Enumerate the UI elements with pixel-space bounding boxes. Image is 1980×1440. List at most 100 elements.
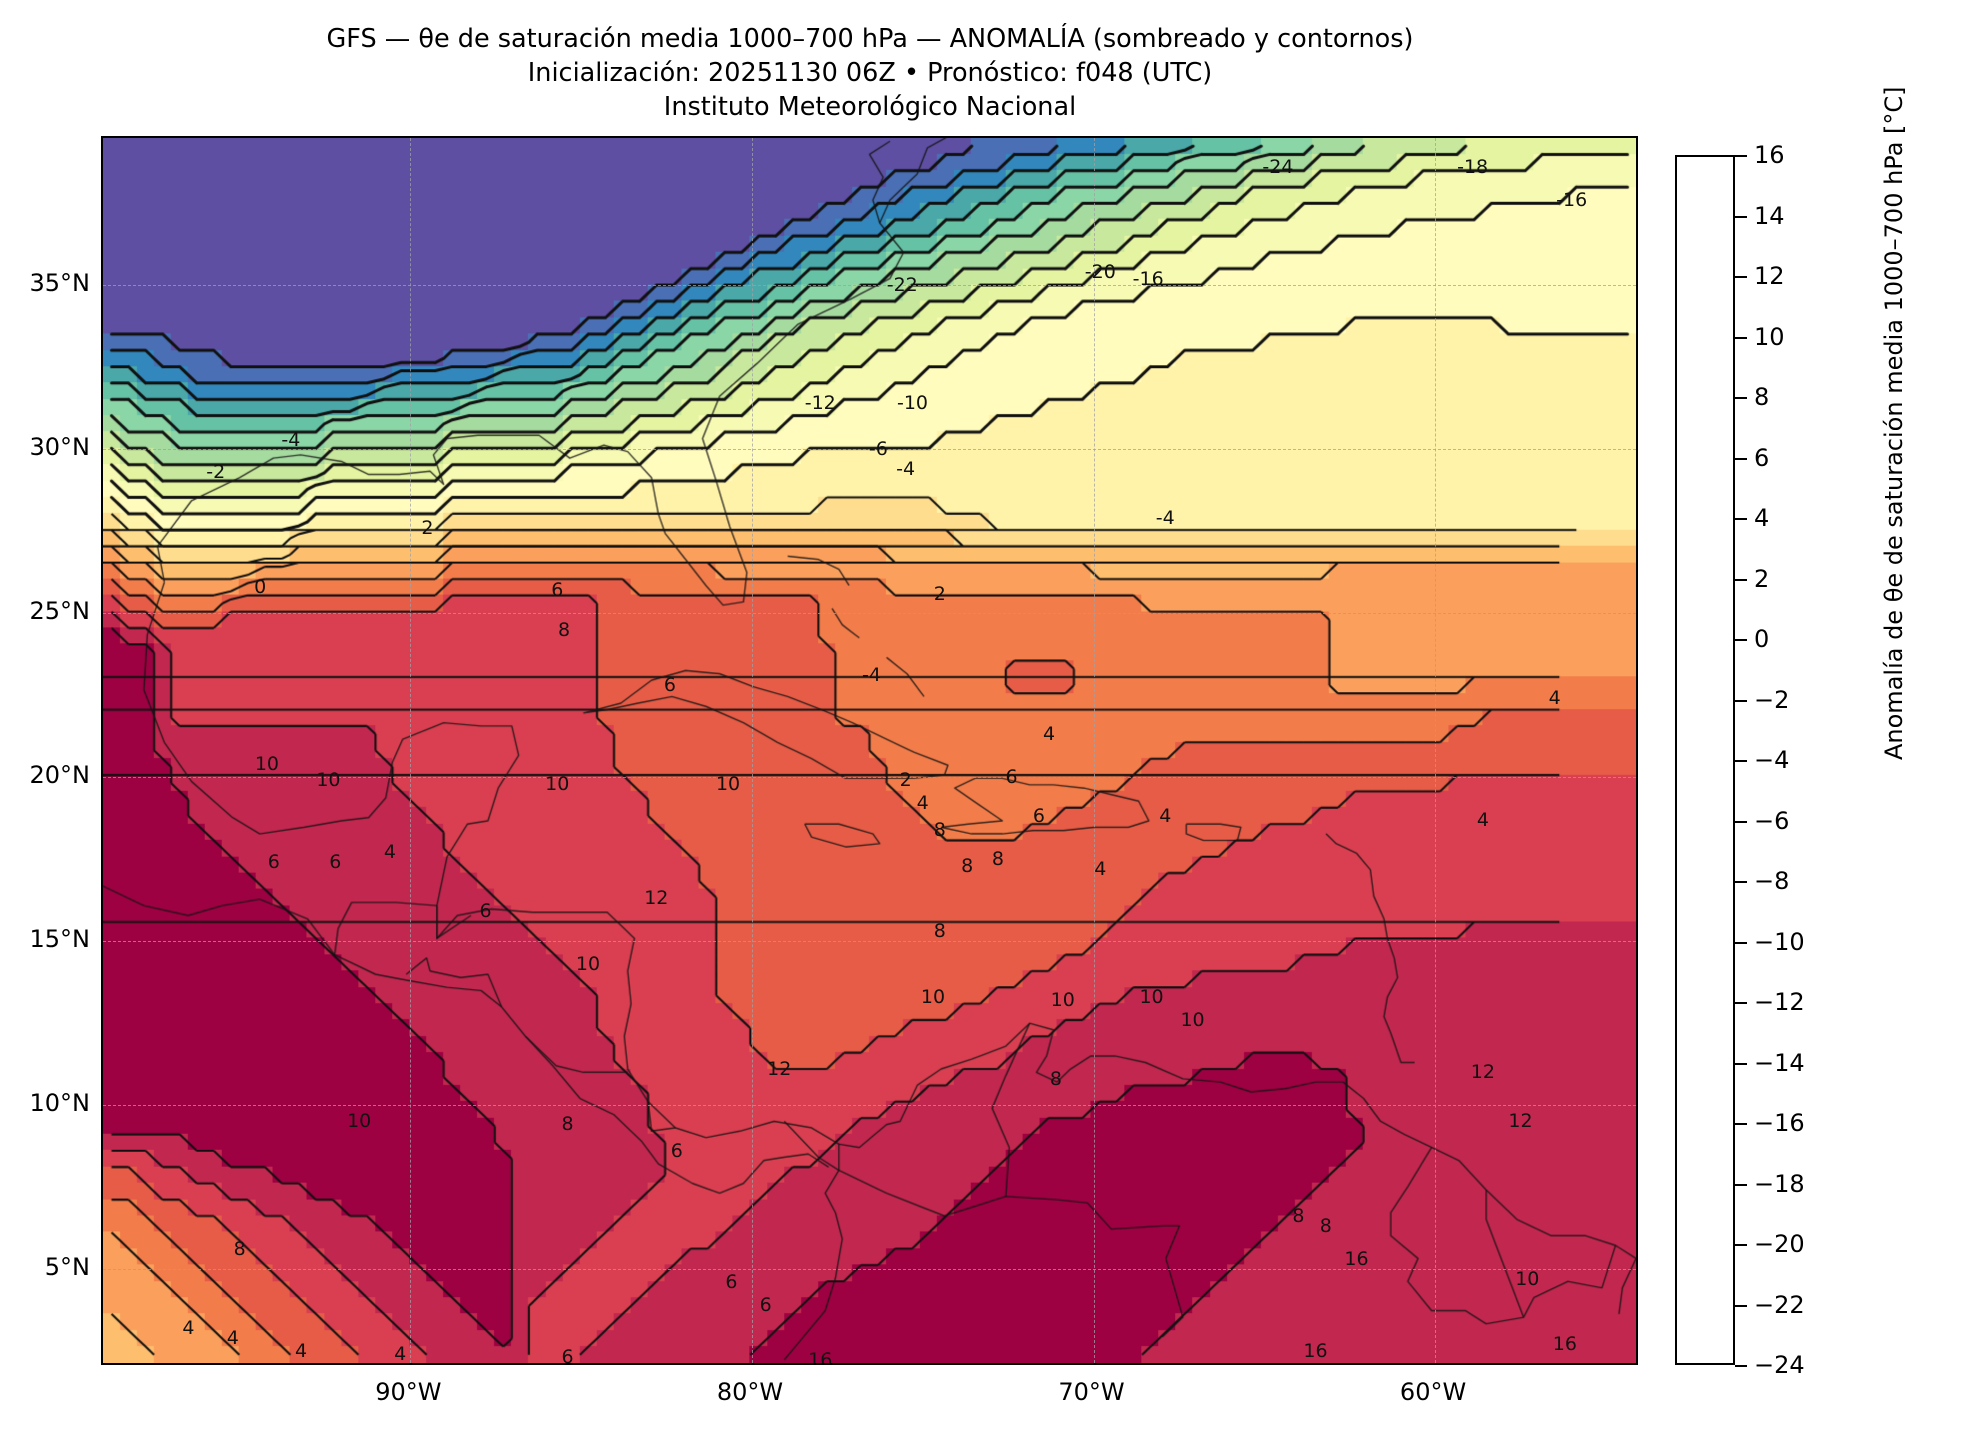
contour-label: 6 — [725, 1270, 738, 1293]
contour-label: 12 — [1470, 1061, 1495, 1084]
contour-label: 10 — [715, 772, 741, 795]
contour-label: 2 — [421, 517, 434, 539]
latitude-tick-label: 25°N — [29, 597, 91, 626]
gridline-vertical — [1435, 138, 1437, 1363]
contour-label: 8 — [991, 848, 1004, 870]
contour-label: 4 — [383, 841, 396, 864]
contour-label: -18 — [1457, 156, 1489, 179]
contour-label: 0 — [254, 575, 267, 598]
latitude-tick-label: 15°N — [29, 924, 91, 953]
colorbar-tick-label: 14 — [1754, 201, 1785, 230]
colorbar-tick — [1735, 457, 1747, 460]
contour-label: 6 — [561, 1346, 574, 1365]
colorbar-tick-label: 6 — [1754, 443, 1770, 472]
colorbar-tick — [1735, 276, 1747, 278]
contour-label: 2 — [899, 769, 912, 792]
latitude-tick-label: 20°N — [29, 761, 91, 790]
contour-label: -4 — [281, 428, 301, 451]
colorbar-tick — [1735, 639, 1747, 641]
contour-label: -12 — [804, 392, 836, 415]
colorbar-tick — [1735, 760, 1747, 762]
contour-label: 4 — [226, 1326, 239, 1349]
contour-label: 10 — [575, 952, 601, 975]
longitude-tick-label: 60°W — [1399, 1378, 1467, 1406]
colorbar-tick-label: 8 — [1754, 383, 1770, 411]
gridline-vertical — [1093, 138, 1095, 1363]
colorbar-tick — [1735, 336, 1747, 339]
contour-label: 8 — [1292, 1205, 1305, 1228]
colorbar-tick-label: −16 — [1754, 1109, 1805, 1137]
colorbar-tick — [1735, 1002, 1747, 1004]
contour-label: 4 — [394, 1342, 407, 1365]
gridline-horizontal — [103, 285, 1636, 287]
colorbar-tick-label: −4 — [1754, 746, 1790, 774]
gridline-horizontal — [103, 940, 1636, 942]
contour-label: 6 — [267, 851, 280, 874]
colorbar-tick — [1735, 215, 1747, 218]
colorbar-tick-label: −22 — [1754, 1290, 1805, 1319]
latitude-tick-label: 5°N — [44, 1252, 90, 1281]
contour-label: 16 — [1344, 1247, 1369, 1270]
contour-label: 6 — [663, 674, 677, 697]
colorbar-tick — [1735, 1244, 1747, 1246]
contour-label: -6 — [868, 438, 888, 461]
colorbar-tick-label: −10 — [1754, 927, 1805, 956]
colorbar-tick-label: −18 — [1754, 1169, 1805, 1198]
gridline-horizontal — [103, 777, 1636, 779]
contour-label: 10 — [316, 769, 341, 792]
subtitle-institute: Instituto Meteorológico Nacional — [663, 92, 1077, 122]
contour-label: -24 — [1262, 156, 1294, 179]
contour-label: 8 — [933, 818, 946, 841]
contour-label: -4 — [896, 458, 916, 480]
colorbar-axis-label: Anomalía de θe de saturación media 1000–… — [1880, 86, 1908, 760]
contour-label: 4 — [1159, 805, 1172, 828]
latitude-tick-label: 35°N — [29, 269, 91, 298]
contour-label: 8 — [233, 1238, 246, 1261]
latitude-tick-label: 30°N — [29, 433, 91, 462]
contour-label: 8 — [1049, 1067, 1062, 1090]
page-title: GFS — θe de saturación media 1000–700 hP… — [326, 24, 1414, 54]
colorbar-tick — [1735, 1123, 1747, 1125]
colorbar[interactable] — [1675, 155, 1735, 1365]
contour-and-coastline-overlay — [103, 138, 1636, 1363]
contour-label: 8 — [561, 1113, 574, 1136]
colorbar-tick-label: −20 — [1754, 1230, 1805, 1258]
contour-label: -4 — [1155, 507, 1175, 530]
colorbar-tick — [1735, 699, 1747, 702]
colorbar-tick — [1735, 578, 1747, 581]
contour-label: 2 — [933, 582, 946, 605]
contour-label: 10 — [1515, 1267, 1540, 1290]
colorbar-tick-label: −8 — [1754, 867, 1790, 895]
colorbar-tick-label: 0 — [1754, 625, 1770, 653]
contour-label: -16 — [1556, 189, 1588, 212]
contour-label: 8 — [558, 618, 571, 641]
colorbar-tick — [1735, 1062, 1747, 1065]
colorbar-tick — [1735, 1304, 1747, 1307]
map-axes[interactable]: -24 -18 -16 -22 -20 -16 -12 -10 -6 -4 -4 -4 -2 0 2 2 -4 6… — [101, 136, 1638, 1365]
colorbar-tick — [1735, 881, 1747, 883]
title-block: GFS — θe de saturación media 1000–700 hP… — [0, 22, 1740, 124]
longitude-tick-label: 80°W — [716, 1378, 784, 1406]
contour-label: 8 — [961, 854, 974, 877]
gridline-horizontal — [103, 449, 1636, 451]
contour-label: -20 — [1084, 261, 1116, 284]
subtitle-initialization: Inicialización: 20251130 06Z • Pronóstic… — [527, 58, 1213, 88]
contour-label: 16 — [1303, 1339, 1328, 1362]
contour-label: 6 — [1032, 805, 1045, 828]
colorbar-tick — [1735, 155, 1747, 157]
contour-label: -4 — [862, 664, 881, 687]
contour-label: 12 — [644, 887, 669, 910]
contour-label: 6 — [759, 1293, 772, 1316]
colorbar-tick-label: 16 — [1754, 141, 1785, 169]
colorbar-tick-label: 4 — [1754, 504, 1770, 532]
contour-label: 6 — [670, 1139, 683, 1162]
contour-label: -2 — [206, 461, 226, 484]
contour-label: 10 — [1180, 1008, 1205, 1031]
contour-label: 16 — [1552, 1333, 1577, 1356]
contour-label: -10 — [896, 392, 929, 415]
contour-label: 12 — [767, 1057, 792, 1080]
contour-label: 6 — [551, 579, 564, 602]
contour-label: 4 — [1548, 687, 1561, 710]
contour-label: 6 — [1005, 766, 1018, 789]
